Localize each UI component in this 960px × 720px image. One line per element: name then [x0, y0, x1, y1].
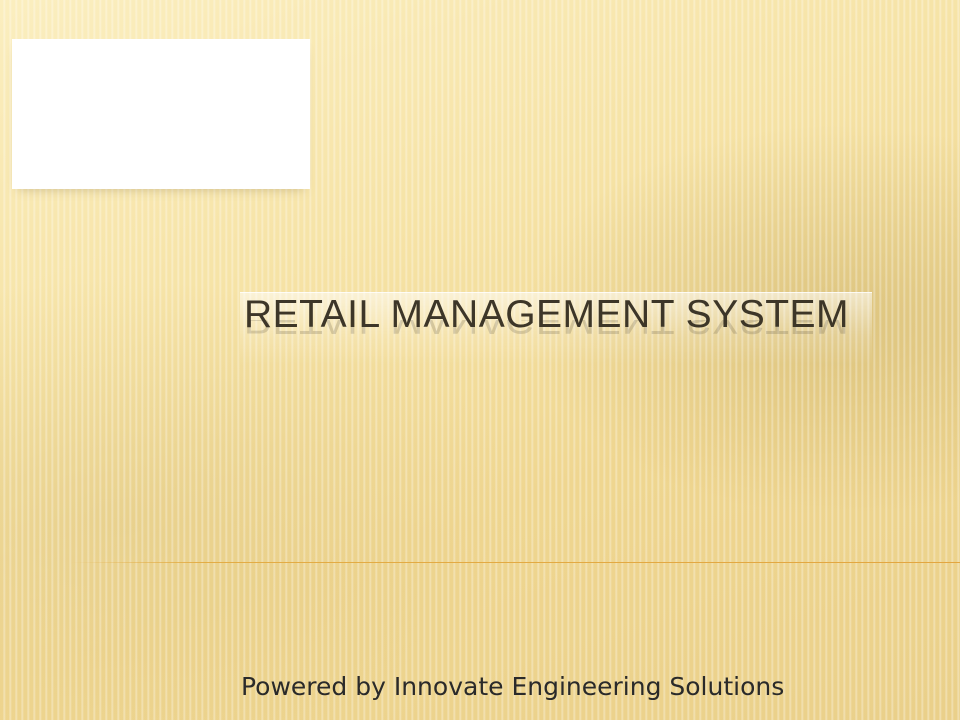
accent-divider-line: [70, 562, 960, 563]
title-box[interactable]: RETAIL MANAGEMENT SYSTEM RETAIL MANAGEME…: [240, 292, 872, 365]
slide-title: RETAIL MANAGEMENT SYSTEM: [244, 293, 850, 336]
slide-subtitle[interactable]: Powered by Innovate Engineering Solution…: [241, 672, 785, 701]
logo-placeholder: [12, 39, 310, 189]
slide-title-reflection: RETAIL MANAGEMENT SYSTEM: [244, 320, 849, 340]
